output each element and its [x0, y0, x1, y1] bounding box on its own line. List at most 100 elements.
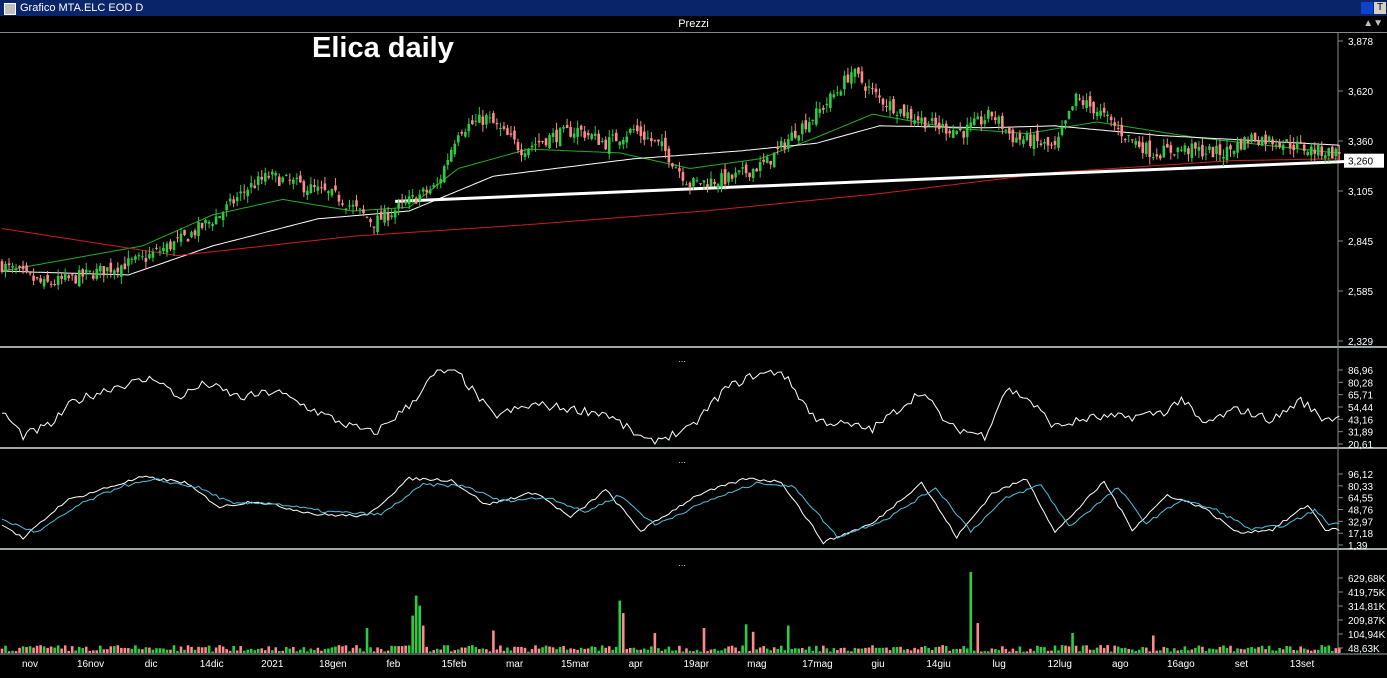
volume-bar: [453, 650, 457, 653]
color-square-icon[interactable]: [1361, 2, 1373, 14]
volume-bar: [727, 646, 730, 653]
candle-body: [1218, 144, 1222, 155]
candle-body: [815, 108, 818, 125]
volume-bar: [1285, 645, 1288, 653]
volume-bar: [379, 648, 383, 653]
volume-bar: [63, 645, 67, 653]
volume-bar: [1011, 648, 1015, 653]
candle-body: [755, 168, 758, 172]
candle-body: [355, 200, 358, 207]
volume-bar: [341, 646, 344, 653]
volume-bar: [1338, 647, 1341, 653]
corner-button[interactable]: T: [1374, 2, 1386, 14]
candle-body: [341, 203, 344, 205]
panel-separator-dots: ...: [678, 354, 686, 364]
volume-bar: [713, 648, 716, 653]
candle-body: [485, 115, 488, 125]
volume-bar: [1281, 649, 1285, 653]
candle-body: [523, 153, 527, 158]
candle-body: [737, 170, 741, 173]
candle-body: [372, 226, 376, 228]
volume-bar: [593, 647, 597, 653]
candle-body: [808, 122, 811, 133]
candle-body: [1095, 111, 1099, 117]
candle-body: [249, 183, 253, 188]
volume-bar: [449, 651, 453, 653]
volume-bar: [428, 651, 432, 653]
candle-body: [106, 267, 109, 272]
volume-bar: [667, 646, 671, 653]
candle-body: [969, 122, 973, 128]
volume-bar: [650, 646, 653, 653]
volume-bar: [1025, 651, 1029, 653]
candle-body: [555, 129, 558, 143]
candle-body: [91, 275, 95, 279]
volume-bar: [632, 647, 636, 653]
volume-bar: [590, 646, 593, 653]
candle-body: [699, 183, 702, 185]
volume-bar: [871, 645, 874, 653]
candle-body: [867, 86, 871, 88]
volume-bar: [1022, 651, 1025, 653]
candle-body: [98, 265, 102, 272]
volume-axis-label: 629,68K: [1348, 574, 1386, 585]
x-axis-label: 16nov: [77, 659, 104, 670]
candle-body: [11, 265, 14, 268]
candle-body: [534, 144, 537, 146]
x-axis-label: feb: [386, 659, 400, 670]
volume-bar: [56, 645, 60, 653]
candle-body: [1313, 149, 1317, 154]
candle-body: [850, 72, 853, 84]
candle-body: [1053, 140, 1057, 145]
candle-body: [253, 185, 257, 188]
candle-body: [906, 112, 909, 119]
candle-body: [1229, 145, 1232, 150]
volume-bar: [390, 645, 393, 653]
candle-body: [1338, 152, 1341, 154]
volume-bar: [442, 645, 446, 653]
volume-bar: [534, 645, 537, 653]
chart-window-icon[interactable]: [4, 3, 16, 15]
volume-bar: [211, 651, 214, 653]
volume-bar: [1123, 647, 1127, 653]
volume-bar: [1194, 647, 1197, 653]
volume-bar: [77, 646, 81, 653]
volume-bar: [1323, 646, 1327, 653]
candle-body: [1334, 148, 1338, 157]
volume-bar: [772, 647, 776, 653]
stochastic-axis-label: 17,18: [1348, 529, 1373, 540]
candle-body: [913, 120, 916, 124]
candle-body: [148, 254, 151, 259]
candle-body: [263, 173, 267, 182]
volume-bar: [263, 650, 267, 653]
candle-body: [916, 116, 920, 121]
panel-resize-icon[interactable]: ▲▼: [1363, 18, 1383, 29]
volume-bar: [1057, 650, 1060, 653]
oscillator-axis-label: 20,61: [1348, 440, 1373, 451]
candle-body: [379, 211, 383, 220]
volume-bar: [120, 647, 123, 653]
volume-bar: [804, 649, 808, 653]
candle-body: [948, 131, 951, 134]
volume-bar: [1015, 651, 1018, 653]
candle-body: [583, 131, 586, 138]
volume-bar: [1197, 645, 1201, 653]
volume-bar: [1116, 646, 1120, 653]
candle-body: [962, 131, 966, 138]
volume-bar: [565, 649, 569, 653]
last-price-label: 3,260: [1348, 157, 1373, 168]
candle-body: [864, 86, 867, 91]
volume-bar: [920, 647, 923, 653]
candle-body: [951, 130, 955, 138]
candle-body: [235, 197, 239, 202]
candle-body: [46, 274, 49, 282]
volume-bar: [906, 649, 909, 653]
volume-bar: [1176, 650, 1180, 653]
candle-body: [127, 258, 130, 266]
candle-body: [288, 179, 292, 181]
volume-bar: [558, 646, 562, 653]
candle-body: [783, 142, 787, 150]
x-axis-label: 19apr: [683, 659, 709, 670]
stochastic-line-%K: [1, 475, 1340, 545]
volume-bar: [221, 646, 225, 653]
